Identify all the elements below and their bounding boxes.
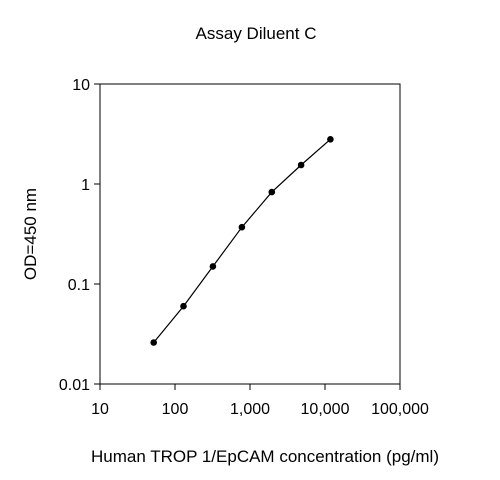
data-point: [268, 188, 276, 196]
data-point: [150, 339, 157, 346]
data-point: [238, 223, 246, 231]
x-tick-label: 1,000: [230, 401, 270, 418]
data-point: [209, 263, 217, 270]
x-tick-label: 10: [91, 401, 109, 418]
data-point: [327, 136, 334, 143]
x-tick-label: 10,000: [301, 401, 350, 418]
data-point: [297, 161, 305, 169]
series-line: [153, 138, 331, 343]
x-tick-label: 100: [162, 401, 189, 418]
y-axis-title: OD=450 nm: [21, 188, 40, 280]
y-tick-label: 0.01: [59, 377, 90, 394]
plot-area: 0.01 0.1 1 10 10 100 1,000 10,000 100,000: [59, 77, 429, 418]
y-tick-label: 1: [81, 177, 90, 194]
y-tick-label: 0.1: [68, 277, 90, 294]
chart-title: Assay Diluent C: [196, 24, 317, 43]
x-tick-label: 100,000: [371, 401, 429, 418]
data-point: [180, 302, 187, 310]
plot-frame: [99, 83, 401, 385]
x-axis-title: Human TROP 1/EpCAM concentration (pg/ml): [91, 447, 439, 466]
y-tick-label: 10: [72, 77, 90, 94]
